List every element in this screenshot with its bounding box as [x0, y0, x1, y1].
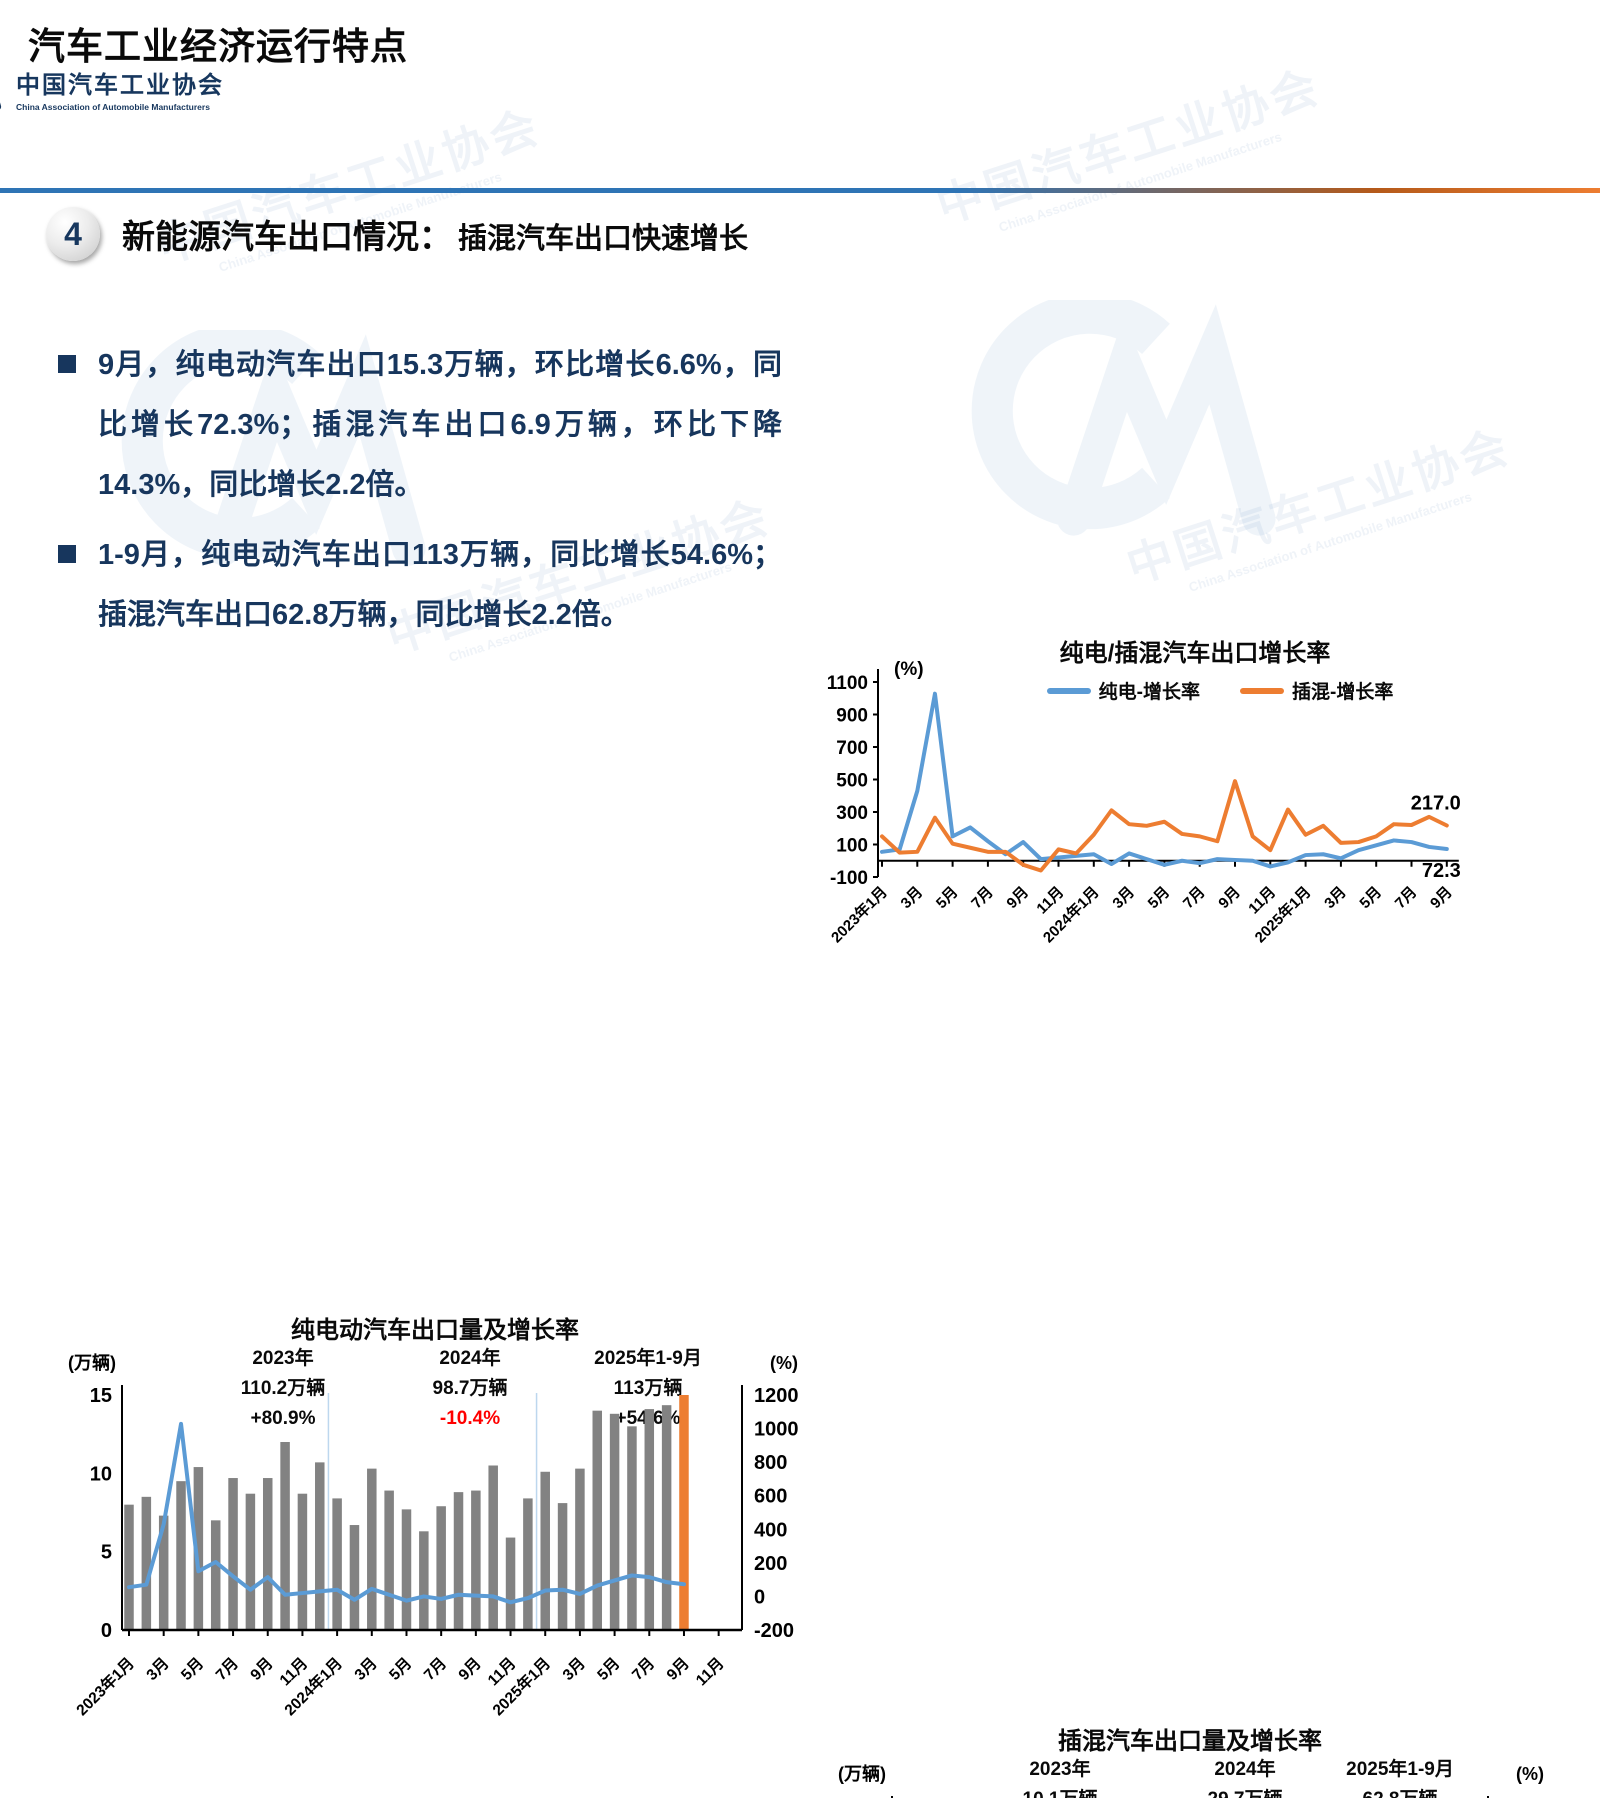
caam-logo: 中国汽车工业协会 China Association of Automobile…: [0, 62, 1534, 114]
svg-text:0: 0: [101, 1620, 112, 1642]
svg-text:9月: 9月: [455, 1654, 485, 1684]
svg-text:7月: 7月: [628, 1654, 658, 1684]
svg-text:5月: 5月: [386, 1654, 416, 1684]
svg-text:900: 900: [836, 706, 868, 727]
svg-text:7月: 7月: [968, 884, 997, 913]
growth-chart-title: 纯电/插混汽车出口增长率: [1059, 640, 1331, 667]
svg-text:10: 10: [90, 1463, 112, 1485]
section-number-badge: 4: [46, 207, 100, 261]
summary-bullets: 9月，纯电动汽车出口15.3万辆，环比增长6.6%，同比增长72.3%；插混汽车…: [58, 335, 782, 645]
bullet-marker: [58, 545, 76, 563]
svg-text:(%): (%): [1516, 1764, 1544, 1784]
svg-text:3月: 3月: [351, 1654, 381, 1684]
svg-text:9月: 9月: [1215, 884, 1244, 913]
svg-text:0: 0: [754, 1586, 765, 1608]
svg-text:100: 100: [836, 836, 868, 857]
svg-text:7月: 7月: [1180, 884, 1209, 913]
svg-text:5月: 5月: [1145, 884, 1174, 913]
svg-text:3月: 3月: [898, 884, 927, 913]
svg-text:9月: 9月: [1004, 884, 1033, 913]
svg-text:3月: 3月: [1321, 884, 1350, 913]
svg-text:800: 800: [754, 1452, 787, 1474]
svg-text:11月: 11月: [692, 1654, 727, 1689]
growth-chart-legend: 纯电-增长率 插混-增长率: [810, 677, 1510, 704]
bullet-item: 9月，纯电动汽车出口15.3万辆，环比增长6.6%，同比增长72.3%；插混汽车…: [58, 335, 782, 515]
svg-text:15: 15: [90, 1385, 112, 1407]
svg-text:5月: 5月: [177, 1654, 207, 1684]
header-divider: [0, 188, 1600, 193]
svg-text:700: 700: [836, 738, 868, 759]
svg-text:9月: 9月: [247, 1654, 277, 1684]
svg-text:3月: 3月: [143, 1654, 173, 1684]
svg-text:600: 600: [754, 1486, 787, 1508]
legend-item-phev: 插混-增长率: [1240, 677, 1393, 704]
svg-text:3月: 3月: [1109, 884, 1138, 913]
phev-line-swatch: [1240, 687, 1284, 694]
svg-text:1200: 1200: [754, 1385, 799, 1407]
growth-rate-chart: 纯电/插混汽车出口增长率 纯电-增长率 插混-增长率 1100 900 700 500…: [810, 633, 1510, 968]
svg-text:3月: 3月: [559, 1654, 589, 1684]
svg-text:(万辆): (万辆): [838, 1763, 886, 1784]
svg-text:(万辆): (万辆): [68, 1352, 116, 1373]
logo-org-name-en: China Association of Automobile Manufact…: [16, 101, 210, 112]
svg-text:-100: -100: [830, 868, 868, 889]
svg-text:5月: 5月: [933, 884, 962, 913]
bullet-text: 1-9月，纯电动汽车出口113万辆，同比增长54.6%；插混汽车出口62.8万辆…: [98, 539, 782, 631]
svg-text:1100: 1100: [827, 673, 868, 694]
svg-text:2023年1月: 2023年1月: [72, 1653, 138, 1719]
caam-glyph-watermark: [971, 300, 1276, 536]
svg-text:2023年1月: 2023年1月: [827, 883, 890, 946]
caam-logo-icon: [0, 102, 2, 110]
bev-volume-chart: 纯电动汽车出口量及增长率 2023年 110.2万辆 +80.9% 2024年 …: [60, 1308, 810, 1719]
svg-text:72.3: 72.3: [1422, 860, 1461, 882]
svg-text:1000: 1000: [754, 1419, 799, 1441]
svg-text:500: 500: [836, 771, 868, 792]
svg-text:9月: 9月: [1427, 884, 1456, 913]
svg-text:5: 5: [101, 1542, 112, 1564]
phev-volume-chart: 插混汽车出口量及增长率 2023年 10.1万辆 +47.8% 2024年 29…: [830, 1719, 1590, 1798]
section-title: 新能源汽车出口情况：: [122, 218, 452, 255]
svg-text:5月: 5月: [1357, 884, 1386, 913]
svg-text:217.0: 217.0: [1411, 792, 1461, 814]
legend-item-bev: 纯电-增长率: [1046, 677, 1200, 704]
svg-text:400: 400: [754, 1519, 787, 1541]
svg-text:(%): (%): [770, 1353, 798, 1373]
section-heading: 4 新能源汽车出口情况： 插混汽车出口快速增长: [46, 207, 1600, 261]
svg-text:9月: 9月: [663, 1654, 693, 1684]
svg-text:(%): (%): [894, 659, 924, 680]
svg-text:-200: -200: [754, 1620, 794, 1642]
svg-text:300: 300: [836, 803, 868, 824]
bev-line-swatch: [1046, 687, 1091, 694]
svg-text:5月: 5月: [594, 1654, 624, 1684]
bullet-item: 1-9月，纯电动汽车出口113万辆，同比增长54.6%；插混汽车出口62.8万辆…: [58, 525, 782, 645]
svg-text:7月: 7月: [1392, 884, 1421, 913]
svg-text:1200: 1200: [1500, 1796, 1545, 1798]
bullet-text: 9月，纯电动汽车出口15.3万辆，环比增长6.6%，同比增长72.3%；插混汽车…: [98, 349, 782, 501]
svg-text:7月: 7月: [212, 1654, 242, 1684]
watermark: 中国汽车工业协会 China Association of Automobile …: [1120, 419, 1517, 595]
slide-title: 汽车工业经济运行特点: [28, 26, 408, 67]
svg-text:7月: 7月: [420, 1654, 450, 1684]
logo-org-name-cn: 中国汽车工业协会: [16, 71, 224, 99]
section-subtitle: 插混汽车出口快速增长: [458, 223, 749, 255]
phev-chart-plot: 051015-200020040060080010001200(万辆)(%)20…: [838, 1763, 1545, 1798]
bullet-marker: [58, 355, 76, 373]
svg-text:200: 200: [754, 1553, 787, 1575]
bev-chart-plot: 0 5 10 15 -200 0 200 400 600 800 1000 1200 (万辆) (%) 20…: [68, 1352, 799, 1719]
svg-text:15: 15: [860, 1796, 882, 1798]
